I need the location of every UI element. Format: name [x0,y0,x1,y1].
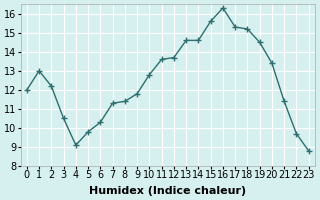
X-axis label: Humidex (Indice chaleur): Humidex (Indice chaleur) [89,186,246,196]
